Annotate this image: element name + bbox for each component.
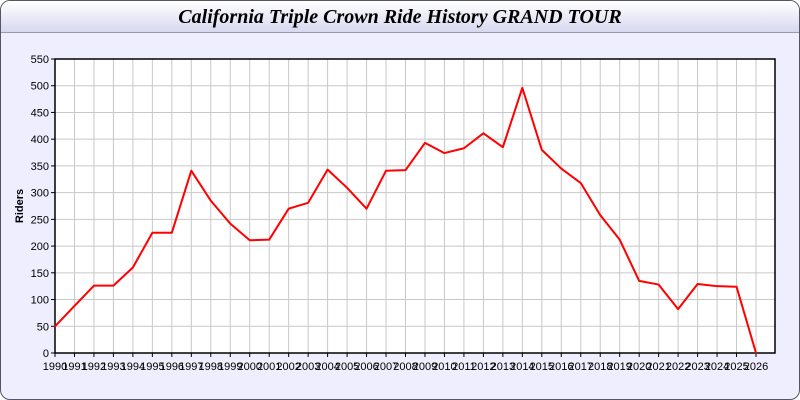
data-point [638,280,640,282]
y-tick-label: 350 [31,161,49,173]
x-tick-label: 1995 [140,361,164,373]
y-tick-label: 300 [31,188,49,200]
x-tick-label: 2004 [315,361,339,373]
x-tick-label: 2013 [491,361,515,373]
x-tick-label: 1993 [101,361,125,373]
x-tick-label: 2003 [296,361,320,373]
y-tick-label: 0 [43,348,49,360]
x-tick-label: 2021 [646,361,670,373]
data-point [755,352,757,354]
x-tick-label: 1990 [43,361,67,373]
data-point [599,214,602,216]
data-point [677,308,679,310]
data-point [287,207,290,210]
x-tick-label: 1996 [160,361,184,373]
x-tick-label: 2016 [549,361,573,373]
data-point [268,238,270,241]
x-tick-label: 2018 [588,361,612,373]
x-tick-label: 2025 [724,361,748,373]
x-tick-label: 2008 [393,361,417,373]
y-tick-label: 100 [31,295,49,307]
y-axis-label: Riders [14,189,26,223]
data-point [385,169,387,172]
x-tick-label: 2026 [744,361,768,373]
x-tick-label: 2006 [354,361,378,373]
x-tick-label: 1994 [121,361,145,373]
data-point [209,199,212,202]
data-point [657,283,660,286]
x-tick-label: 2010 [432,361,456,373]
data-point [326,168,329,171]
x-tick-label: 2017 [569,361,593,373]
data-point [424,142,426,144]
x-tick-label: 2020 [627,361,651,373]
x-tick-label: 2007 [374,361,398,373]
data-point [541,149,543,151]
data-point [112,284,115,287]
x-tick-label: 2002 [276,361,300,373]
data-point [696,283,699,285]
data-point [560,167,563,170]
x-tick-label: 1998 [199,361,223,373]
data-point [346,187,348,189]
x-tick-label: 2001 [257,361,281,373]
data-point [132,266,134,269]
data-point [521,87,524,89]
data-point [73,305,76,307]
y-tick-label: 450 [31,107,49,119]
x-tick-label: 2009 [413,361,437,373]
chart-title: California Triple Crown Ride History GRA… [178,6,622,28]
x-tick-label: 1992 [82,361,106,373]
x-tick-label: 2005 [335,361,359,373]
x-tick-label: 2024 [705,361,729,373]
data-point [54,325,56,328]
data-point [716,285,718,287]
plot-border [54,58,776,354]
x-tick-label: 2011 [452,361,476,373]
plot-area [55,59,775,353]
y-tick-label: 250 [31,214,49,226]
data-point [443,152,446,154]
title-bar: California Triple Crown Ride History GRA… [1,1,799,33]
data-point [404,169,407,171]
y-tick-label: 150 [31,268,49,280]
x-tick-label: 2014 [510,361,534,373]
x-tick-label: 2000 [237,361,261,373]
data-point [248,239,251,242]
y-tick-label: 400 [31,134,49,146]
data-point [190,169,193,172]
data-point [93,284,95,287]
data-point [151,231,154,234]
data-point [307,201,309,204]
x-tick-label: 2022 [666,361,690,373]
data-point [735,285,738,288]
data-point [482,132,485,135]
data-point [463,147,465,150]
data-point [618,238,621,241]
x-tick-label: 1999 [218,361,242,373]
x-tick-label: 2023 [685,361,709,373]
y-tick-label: 550 [31,54,49,66]
data-point [365,207,368,210]
x-tick-label: 2015 [530,361,554,373]
x-tick-label: 1991 [62,361,86,373]
data-point [579,182,582,184]
data-point [171,231,173,234]
y-tick-label: 500 [31,81,49,93]
x-tick-label: 2012 [471,361,495,373]
data-point [229,222,232,225]
y-tick-label: 50 [37,321,49,333]
y-tick-label: 200 [31,241,49,253]
data-point [502,146,504,148]
x-tick-label: 2019 [607,361,631,373]
x-tick-label: 1997 [179,361,203,373]
